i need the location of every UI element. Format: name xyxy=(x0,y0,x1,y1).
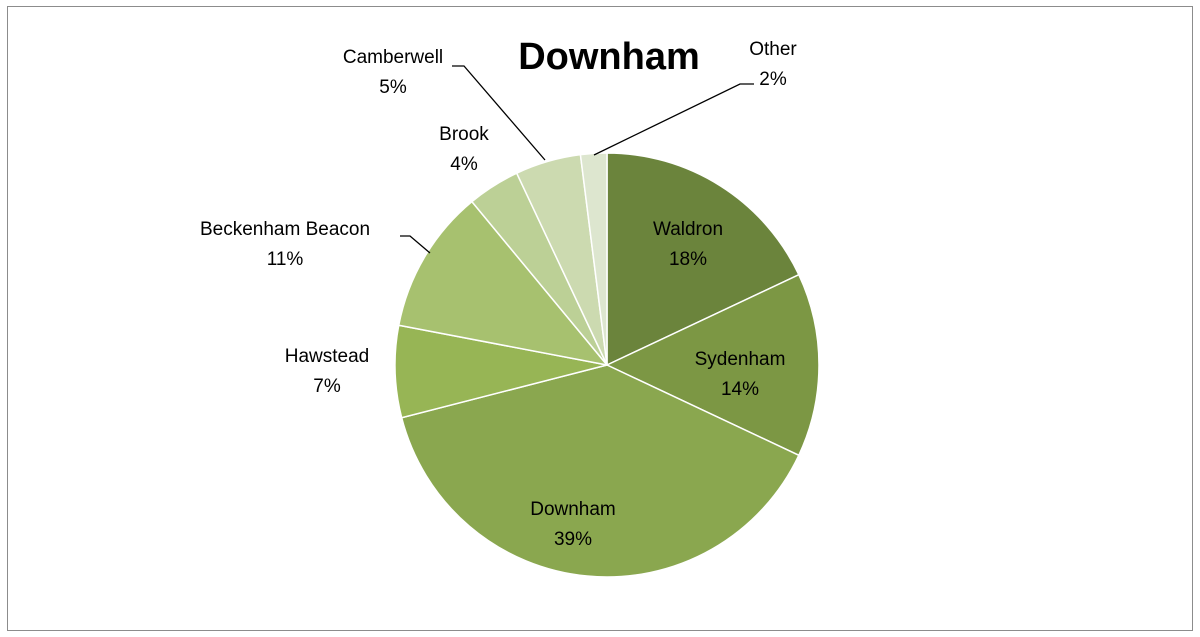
pie-slice-waldron xyxy=(606,152,800,367)
pie-slice-downham xyxy=(400,364,800,578)
leader-line-camberwell xyxy=(452,65,546,161)
leader-lines xyxy=(400,65,754,254)
pie-slice-sydenham xyxy=(605,273,820,457)
data-label-name: Brook xyxy=(439,124,489,145)
data-label-value: 18% xyxy=(669,249,707,270)
pie-slices xyxy=(394,152,820,578)
data-label-value: 14% xyxy=(721,379,759,400)
pie-slice-beckenham-beacon xyxy=(397,200,609,367)
data-label-value: 11% xyxy=(267,249,304,270)
data-label-value: 2% xyxy=(759,69,787,90)
data-label-value: 4% xyxy=(450,154,478,175)
leader-line-beckenham-beacon xyxy=(400,235,431,254)
pie-slice-other xyxy=(579,152,608,366)
data-labels: Waldron 18% Sydenham 14% Downham 39% Hawstead 7… xyxy=(200,39,797,550)
data-label-name: Waldron xyxy=(653,219,723,240)
data-label-name: Sydenham xyxy=(695,349,786,370)
leader-line-other xyxy=(593,83,754,156)
chart-title: Downham xyxy=(518,36,700,78)
data-label-value: 39% xyxy=(554,529,592,550)
data-label-value: 7% xyxy=(313,376,341,397)
data-label-name: Hawstead xyxy=(285,346,370,367)
data-label-name: Camberwell xyxy=(343,47,443,68)
data-label-name: Other xyxy=(749,39,797,60)
data-label-value: 5% xyxy=(379,77,407,98)
data-label-name: Beckenham Beacon xyxy=(200,219,370,240)
data-label-name: Downham xyxy=(530,499,616,520)
